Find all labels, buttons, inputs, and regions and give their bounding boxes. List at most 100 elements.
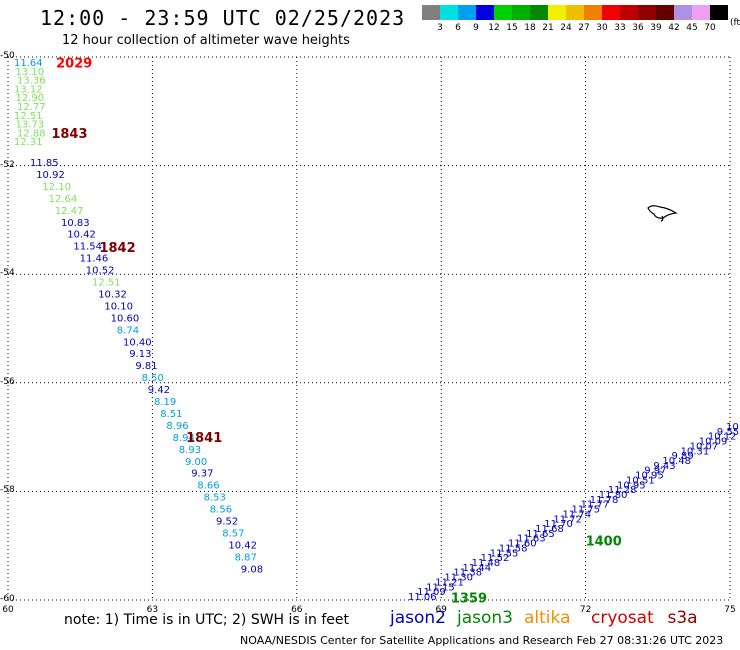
legend-swatch-label: 6: [455, 23, 461, 33]
wave-height-value: 8.53: [204, 493, 226, 504]
latitude-label: -54: [0, 268, 15, 279]
wave-height-value: 11.74: [562, 509, 591, 520]
wave-height-value: 11.06: [408, 592, 437, 603]
wave-height-value: 9.81: [135, 361, 157, 372]
legend-swatch: [458, 5, 476, 20]
satellite-name: jason2: [390, 608, 446, 628]
wave-height-value: 8.66: [197, 481, 219, 492]
wave-height-value: 10: [726, 422, 739, 433]
wave-height-value: 11.55: [490, 548, 519, 559]
orbit-number-label: 1359: [451, 591, 487, 606]
wave-height-value: 12.51: [92, 278, 121, 289]
wave-height-value: 10.12: [708, 432, 737, 443]
wave-height-value: 8.56: [210, 505, 232, 516]
orbit-number-label: 1841: [186, 431, 222, 446]
legend-swatch: [422, 5, 440, 20]
legend-unit: (ft): [730, 18, 740, 28]
wave-height-value: 11.54: [73, 242, 102, 253]
legend-swatch-label: 27: [578, 23, 590, 33]
legend-swatch: [620, 5, 638, 20]
wave-height-value: 11.38: [453, 568, 482, 579]
longitude-label: 60: [2, 605, 14, 615]
orbit-number-label: 2029: [56, 56, 92, 71]
wave-height-value: 10.42: [228, 540, 257, 551]
wave-height-value: 10.60: [111, 313, 140, 324]
legend-swatch-label: 30: [596, 23, 608, 33]
orbit-number-label: 1843: [51, 127, 87, 142]
legend-swatch-label: 3: [437, 23, 443, 33]
legend-swatch: [674, 5, 692, 20]
satellite-name: s3a: [667, 608, 698, 628]
latitude-label: -56: [0, 376, 15, 387]
footer-note: note: 1) Time is in UTC; 2) SWH is in fe…: [64, 612, 350, 628]
wave-height-value: 11.68: [535, 524, 564, 535]
wave-height-value: 10.52: [86, 266, 115, 277]
wave-height-value: 11.65: [526, 529, 555, 540]
legend-swatch-label: 45: [686, 23, 698, 33]
wave-height-value: 12.51: [14, 111, 43, 122]
wave-height-value: 11.75: [572, 505, 601, 516]
longitude-label: 72: [579, 605, 592, 615]
wave-height-value: 8.51: [160, 409, 182, 420]
wave-height-value: 11.85: [30, 158, 59, 169]
wave-height-value: 8.93: [179, 445, 201, 456]
wave-height-value: 11.60: [508, 539, 537, 550]
wave-height-value: 10.95: [635, 471, 664, 482]
wave-height-value: 8.96: [166, 421, 188, 432]
orbit-number-label: 1842: [99, 241, 135, 256]
legend-swatch: [494, 5, 512, 20]
wave-height-value: 11.09: [417, 587, 446, 598]
legend-swatch: [638, 5, 656, 20]
wave-height-value: 11.72: [553, 514, 582, 525]
legend-swatch: [710, 5, 728, 20]
wave-height-value: 10.83: [61, 218, 90, 229]
wave-height-value: 10.09: [699, 437, 728, 448]
wave-height-value: 9.52: [216, 517, 238, 528]
wave-height-value: 11.21: [435, 577, 464, 588]
wave-height-value: 11.78: [590, 495, 619, 506]
wave-height-value: 10.32: [98, 289, 127, 300]
wave-height-value: 8.94: [173, 433, 195, 444]
longitude-label: 69: [435, 605, 447, 615]
wave-height-value: 11.46: [80, 254, 109, 265]
wave-height-value: 12.64: [49, 194, 78, 205]
wave-height-value: 10.10: [104, 301, 133, 312]
wave-height-value: 11.30: [444, 573, 473, 584]
wave-height-value: 13.10: [16, 67, 45, 78]
wave-height-value: 12.88: [17, 128, 46, 139]
legend-swatch: [548, 5, 566, 20]
legend-swatch-label: 70: [704, 23, 716, 33]
longitude-label: 63: [146, 605, 159, 615]
wave-height-value: 11.63: [517, 534, 546, 545]
wave-height-value: 9.08: [241, 564, 263, 575]
satellite-name: altika: [524, 608, 571, 628]
wave-height-value: 10.40: [123, 337, 152, 348]
map-title: 12:00 - 23:59 UTC 02/25/2023: [40, 6, 406, 30]
wave-height-value: 9.89: [671, 451, 693, 462]
legend-swatch: [440, 5, 458, 20]
legend-swatch: [476, 5, 494, 20]
wave-height-value: 8.19: [154, 397, 176, 408]
wave-height-value: 13.73: [16, 120, 45, 131]
legend-swatch-label: 39: [650, 23, 662, 33]
wave-height-value: 11.44: [463, 563, 492, 574]
legend-swatch-label: 36: [632, 23, 644, 33]
wave-height-value: 9.37: [191, 469, 213, 480]
wave-height-value: 11.58: [499, 543, 528, 554]
legend-swatch: [584, 5, 602, 20]
legend-swatch-label: 15: [506, 23, 518, 33]
wave-height-value: 11.77: [581, 500, 610, 511]
latitude-label: -60: [0, 594, 15, 604]
wave-height-value: 12.77: [17, 102, 46, 113]
legend-swatch: [530, 5, 548, 20]
wave-height-value: 12.31: [14, 137, 43, 148]
legend-swatch: [512, 5, 530, 20]
legend-swatch: [602, 5, 620, 20]
wave-height-value: 11.28: [608, 485, 637, 496]
longitude-label: 75: [724, 605, 736, 615]
wave-height-value: 11.70: [544, 519, 573, 530]
wave-height-value: 11.80: [599, 490, 628, 501]
wave-height-value: 10.42: [67, 230, 96, 241]
wave-height-value: 13.36: [17, 76, 46, 87]
wave-height-value: 10.31: [681, 446, 710, 457]
